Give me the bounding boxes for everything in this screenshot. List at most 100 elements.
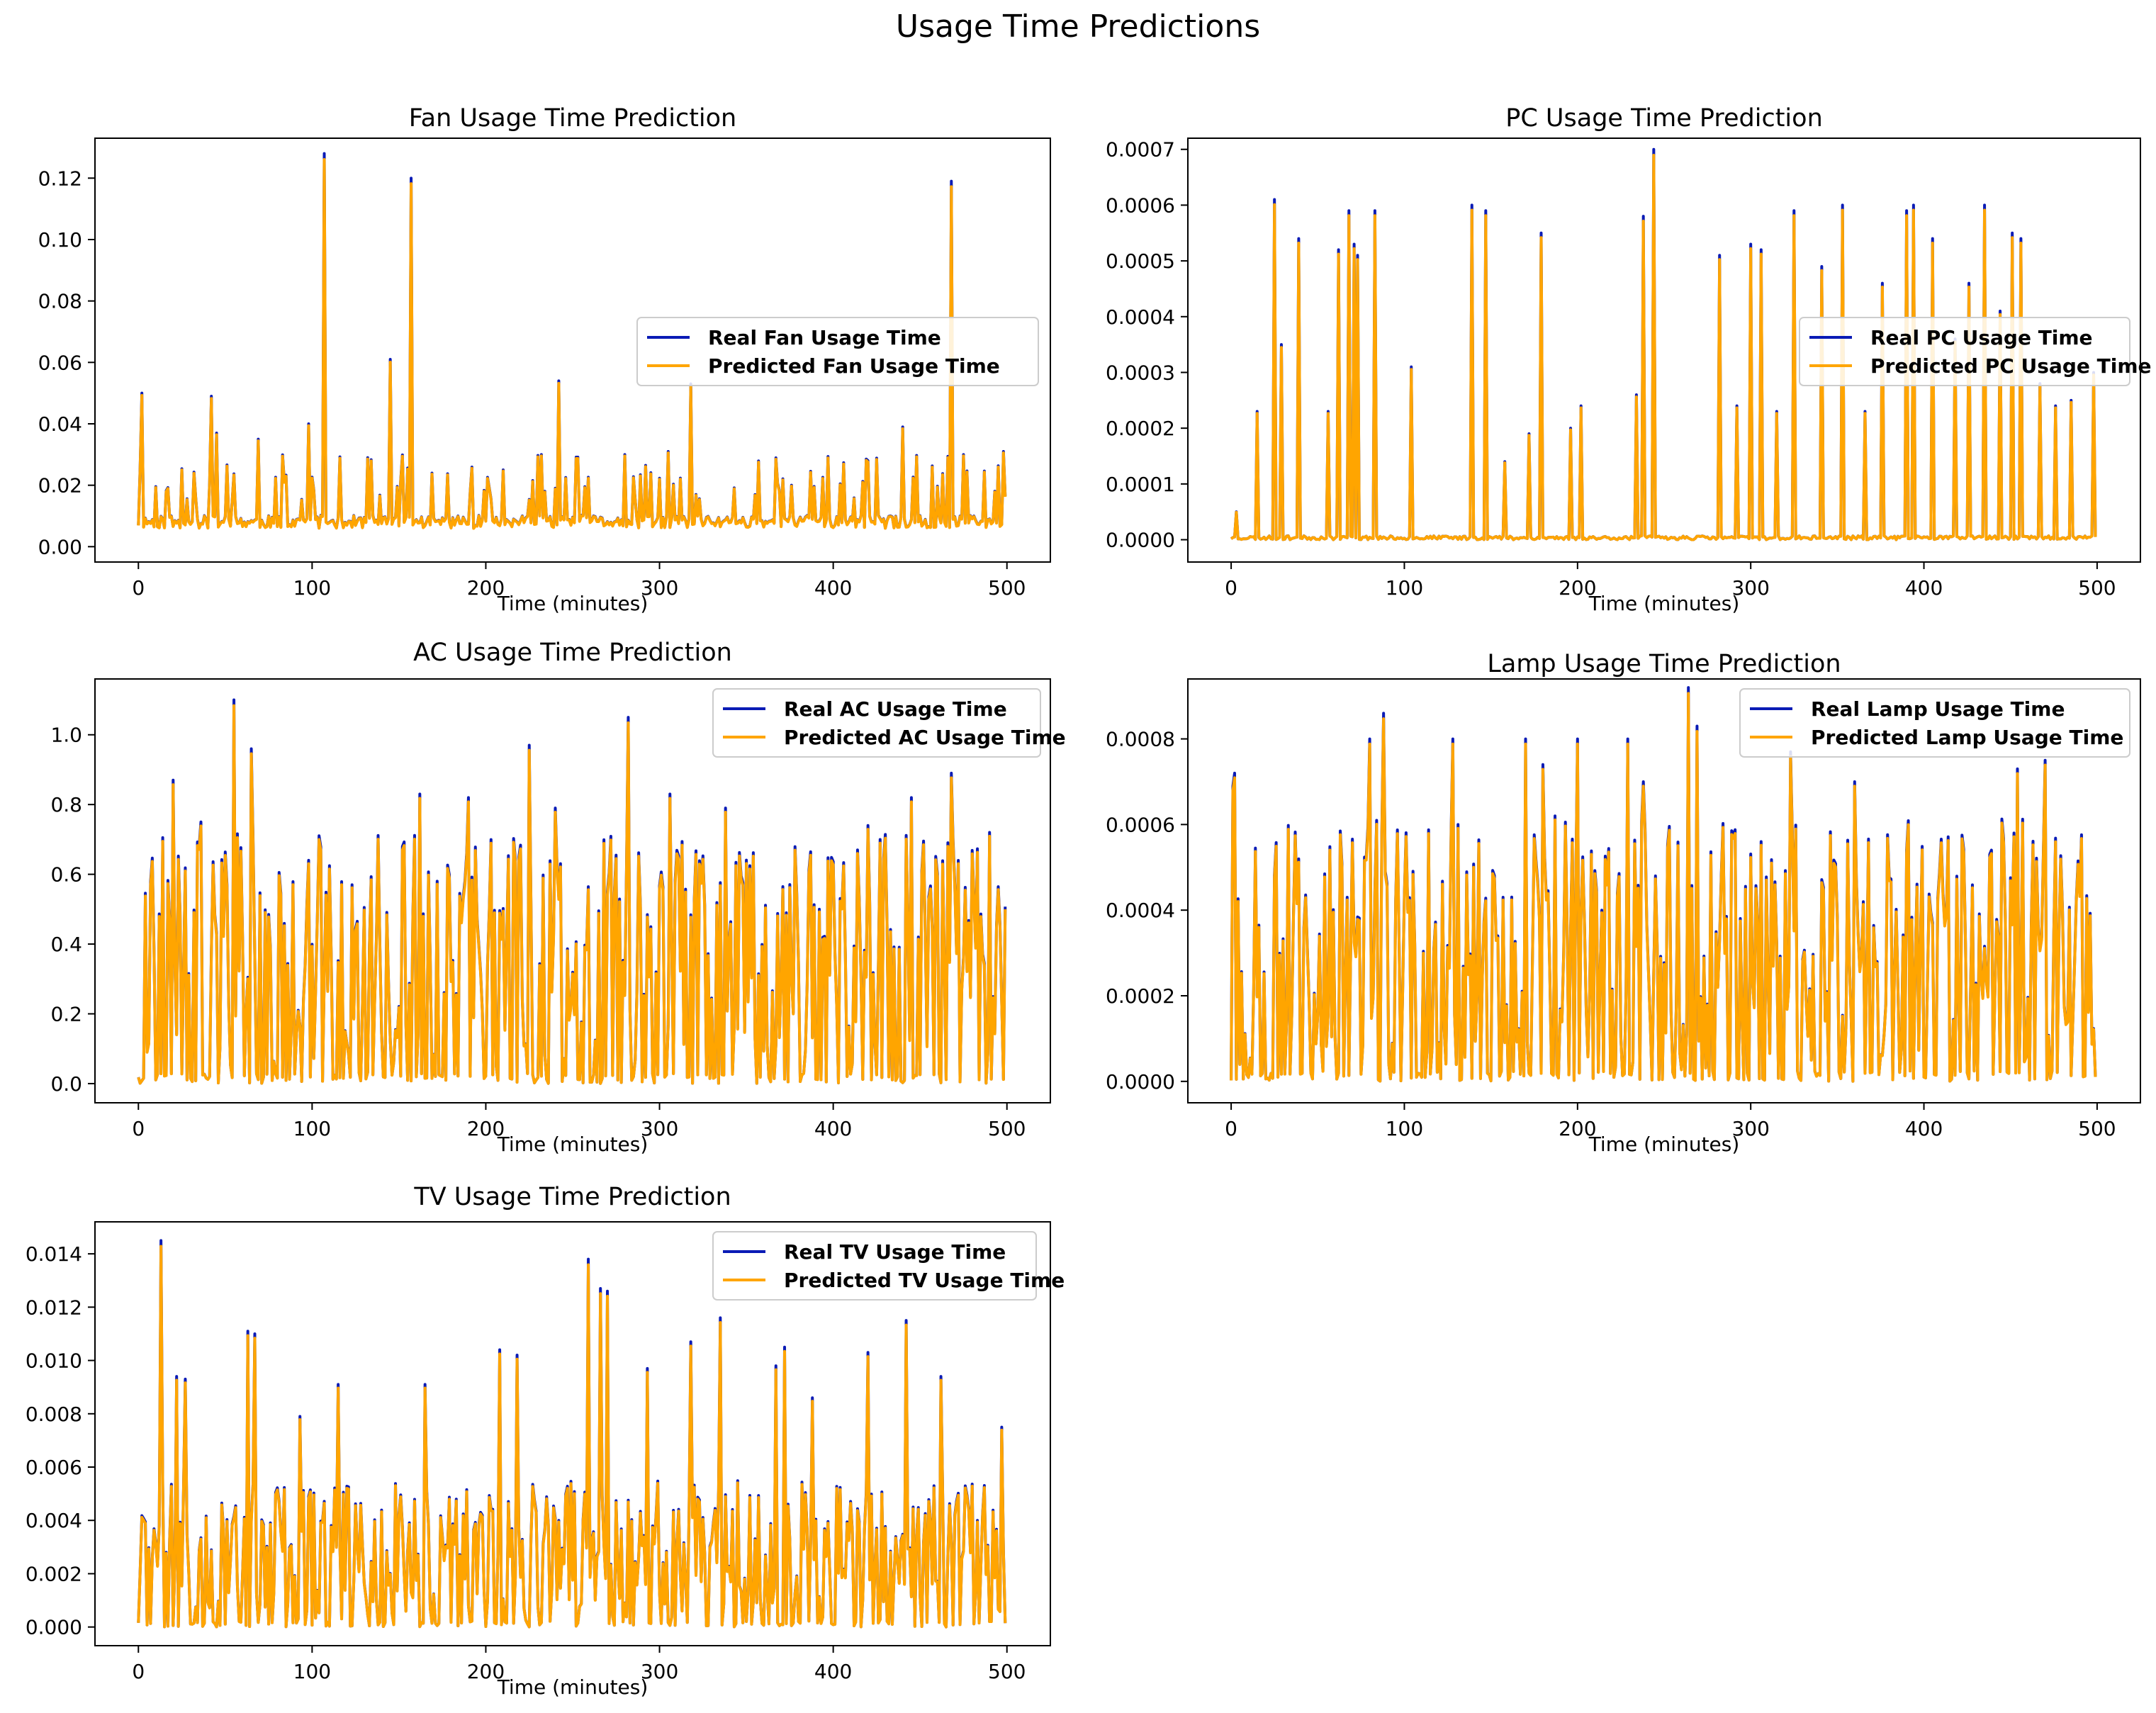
lamp-ytick-label: 0.0002: [1106, 984, 1175, 1008]
pc-xlabel: Time (minutes): [1588, 592, 1740, 615]
fan-legend-box: [636, 317, 1039, 386]
ac-title: AC Usage Time Prediction: [413, 639, 732, 667]
pc-xtick-label: 300: [1731, 576, 1769, 600]
fan-xtick-label: 500: [988, 576, 1026, 600]
fan-ytick-label: 0.10: [38, 228, 82, 252]
lamp-xtick-label: 0: [1225, 1117, 1237, 1140]
pc-legend-box: [1799, 317, 2130, 386]
tv-xtick-label: 100: [293, 1660, 331, 1683]
pc-ytick-label: 0.0007: [1106, 138, 1175, 162]
pc-lines: [1230, 147, 2097, 541]
pc-xtick-label: 400: [1905, 576, 1943, 600]
fan-xtick-label: 0: [132, 576, 145, 600]
tv-legend-label-predicted: Predicted TV Usage Time: [784, 1269, 1065, 1292]
lamp-xtick-label: 400: [1905, 1117, 1943, 1140]
lamp-ytick-label: 0.0004: [1106, 899, 1175, 922]
tv-xtick-label: 400: [814, 1660, 852, 1683]
fan-ytick-label: 0.08: [38, 290, 82, 313]
pc-xtick-label: 500: [2078, 576, 2116, 600]
ac-legend-label-real: Real AC Usage Time: [784, 697, 1007, 721]
fan-ytick-label: 0.06: [38, 351, 82, 374]
lamp-legend-label-real: Real Lamp Usage Time: [1811, 697, 2065, 721]
ac-xtick-label: 100: [293, 1117, 331, 1140]
fan-xtick-label: 300: [641, 576, 678, 600]
pc-legend-label-real: Real PC Usage Time: [1870, 326, 2093, 349]
figure-title: Usage Time Predictions: [896, 9, 1260, 45]
fan-xtick-label: 400: [814, 576, 852, 600]
tv-ytick-label: 0.008: [26, 1403, 82, 1426]
tv-ytick-label: 0.014: [26, 1242, 82, 1266]
lamp-chart: Lamp Usage Time Prediction 0 100 200 300 400 5…: [1106, 650, 2141, 1156]
lamp-xlabel: Time (minutes): [1588, 1133, 1740, 1156]
ac-ytick-label: 0.6: [50, 863, 82, 887]
lamp-title: Lamp Usage Time Prediction: [1487, 650, 1841, 678]
ac-ytick-label: 0.0: [50, 1072, 82, 1096]
tv-ytick-label: 0.000: [26, 1616, 82, 1639]
pc-ytick-label: 0.0001: [1106, 473, 1175, 496]
ac-xtick-label: 0: [132, 1117, 145, 1140]
tv-series-predicted: [137, 1245, 1007, 1629]
fan-axes-frame: [94, 137, 1051, 563]
pc-ytick-label: 0.0005: [1106, 249, 1175, 273]
pc-ytick-label: 0.0006: [1106, 193, 1175, 217]
lamp-ytick-label: 0.0000: [1106, 1070, 1175, 1094]
pc-xtick-label: 0: [1225, 576, 1237, 600]
fan-xtick-label: 200: [467, 576, 505, 600]
ac-xtick-label: 200: [467, 1117, 505, 1140]
ac-xtick-label: 400: [814, 1117, 852, 1140]
lamp-ytick-label: 0.0008: [1106, 728, 1175, 751]
pc-chart: PC Usage Time Prediction 0 100 200 300 400 500…: [1106, 104, 2151, 615]
tv-ytick-label: 0.004: [26, 1509, 82, 1532]
tv-ytick-label: 0.002: [26, 1562, 82, 1585]
ac-ytick-label: 0.2: [50, 1002, 82, 1026]
pc-legend: Real PC Usage Time Predicted PC Usage Tim…: [1799, 317, 2151, 386]
fan-lines: [137, 152, 1007, 530]
lamp-xtick-label: 500: [2078, 1117, 2116, 1140]
pc-ytick-label: 0.0002: [1106, 417, 1175, 440]
lamp-lines: [1230, 686, 2097, 1083]
fan-title: Fan Usage Time Prediction: [409, 104, 737, 133]
fan-ytick-label: 0.12: [38, 167, 82, 190]
ac-ytick-label: 0.4: [50, 933, 82, 956]
ac-xlabel: Time (minutes): [497, 1133, 649, 1156]
ac-ytick-label: 0.8: [50, 793, 82, 816]
pc-xtick-label: 100: [1386, 576, 1423, 600]
tv-lines: [137, 1239, 1007, 1629]
ac-axes-frame: [94, 678, 1051, 1103]
tv-ytick-label: 0.006: [26, 1456, 82, 1479]
pc-title: PC Usage Time Prediction: [1505, 104, 1823, 133]
fan-xlabel: Time (minutes): [497, 592, 649, 615]
lamp-legend: Real Lamp Usage Time Predicted Lamp Usage…: [1739, 688, 2130, 758]
fan-legend: Real Fan Usage Time Predicted Fan Usage T…: [636, 317, 1039, 386]
fan-ytick-label: 0.04: [38, 412, 82, 436]
ac-ytick-label: 1.0: [50, 724, 82, 747]
ac-xtick-label: 500: [988, 1117, 1026, 1140]
lamp-ytick-label: 0.0006: [1106, 813, 1175, 836]
fan-xtick-label: 100: [293, 576, 331, 600]
tv-axes-frame: [94, 1221, 1051, 1646]
ac-legend-box: [712, 688, 1041, 758]
tv-ytick-label: 0.012: [26, 1296, 82, 1319]
pc-legend-label-predicted: Predicted PC Usage Time: [1870, 354, 2151, 378]
fan-chart: Fan Usage Time Prediction 0 100 200 300 400 50…: [38, 104, 1051, 615]
ac-legend-label-predicted: Predicted AC Usage Time: [784, 726, 1066, 749]
tv-chart: TV Usage Time Prediction 0 100 200 300 400 500…: [26, 1183, 1065, 1699]
ac-legend: Real AC Usage Time Predicted AC Usage Tim…: [712, 688, 1066, 758]
fan-legend-label-real: Real Fan Usage Time: [708, 326, 941, 349]
pc-xtick-label: 200: [1559, 576, 1596, 600]
fan-ytick-label: 0.00: [38, 535, 82, 558]
lamp-xtick-label: 100: [1386, 1117, 1423, 1140]
pc-axes-frame: [1187, 137, 2141, 563]
tv-legend-label-real: Real TV Usage Time: [784, 1240, 1006, 1264]
pc-series-predicted: [1230, 154, 2097, 541]
tv-xtick-label: 300: [641, 1660, 678, 1683]
fan-ytick-label: 0.02: [38, 474, 82, 498]
lamp-legend-label-predicted: Predicted Lamp Usage Time: [1811, 726, 2123, 749]
ac-series-predicted: [137, 704, 1007, 1085]
tv-ytick-label: 0.010: [26, 1349, 82, 1373]
lamp-legend-box: [1739, 688, 2130, 758]
lamp-series-predicted: [1230, 692, 2097, 1083]
fan-legend-label-predicted: Predicted Fan Usage Time: [708, 354, 1000, 378]
tv-title: TV Usage Time Prediction: [413, 1183, 731, 1211]
